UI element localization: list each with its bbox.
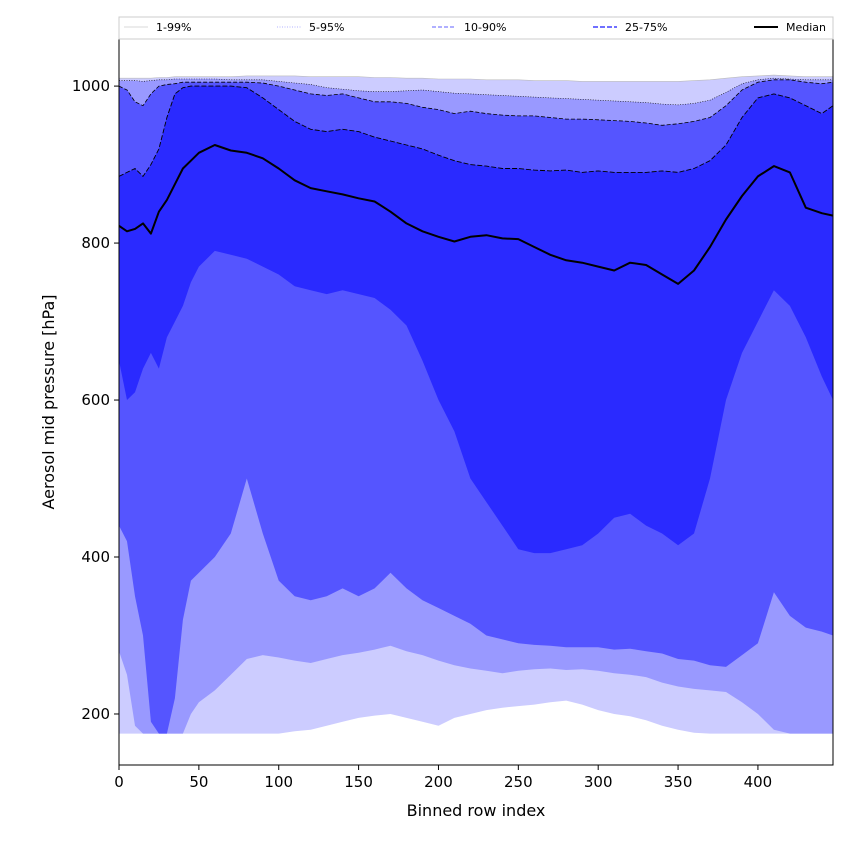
x-tick-label: 250 xyxy=(504,773,533,791)
legend-label: 5-95% xyxy=(309,21,344,34)
x-tick-label: 50 xyxy=(189,773,208,791)
legend: 1-99% 5-95% 10-90% 25-75% Median xyxy=(118,16,834,40)
band-25-75 xyxy=(119,86,833,554)
x-axis-label: Binned row index xyxy=(407,801,546,820)
x-tick-label: 0 xyxy=(114,773,124,791)
y-tick-label: 800 xyxy=(81,234,110,252)
legend-label: 1-99% xyxy=(156,21,191,34)
x-tick-label: 100 xyxy=(264,773,293,791)
x-tick-label: 300 xyxy=(584,773,613,791)
legend-frame xyxy=(118,16,834,40)
percentile-lines xyxy=(118,74,834,285)
y-axis-ticks: 200 400 600 800 1000 xyxy=(72,77,119,723)
x-tick-label: 400 xyxy=(744,773,773,791)
y-tick-label: 1000 xyxy=(72,77,110,95)
legend-label: 10-90% xyxy=(464,21,506,34)
x-axis-ticks: 0 50 100 150 200 250 300 350 400 xyxy=(114,765,772,791)
line-p90 xyxy=(118,79,834,126)
y-tick-label: 600 xyxy=(81,391,110,409)
line-p99 xyxy=(119,74,833,82)
legend-label: 25-75% xyxy=(625,21,667,34)
legend-label: Median xyxy=(786,21,826,34)
line-median xyxy=(118,144,834,285)
percentile-bands xyxy=(119,75,833,734)
y-axis-label: Aerosol mid pressure [hPa] xyxy=(39,294,58,509)
line-p95 xyxy=(119,77,833,106)
line-p75 xyxy=(118,85,834,177)
y-tick-label: 400 xyxy=(81,548,110,566)
x-tick-label: 150 xyxy=(344,773,373,791)
x-tick-label: 350 xyxy=(664,773,693,791)
y-tick-label: 200 xyxy=(81,705,110,723)
x-tick-label: 200 xyxy=(424,773,453,791)
